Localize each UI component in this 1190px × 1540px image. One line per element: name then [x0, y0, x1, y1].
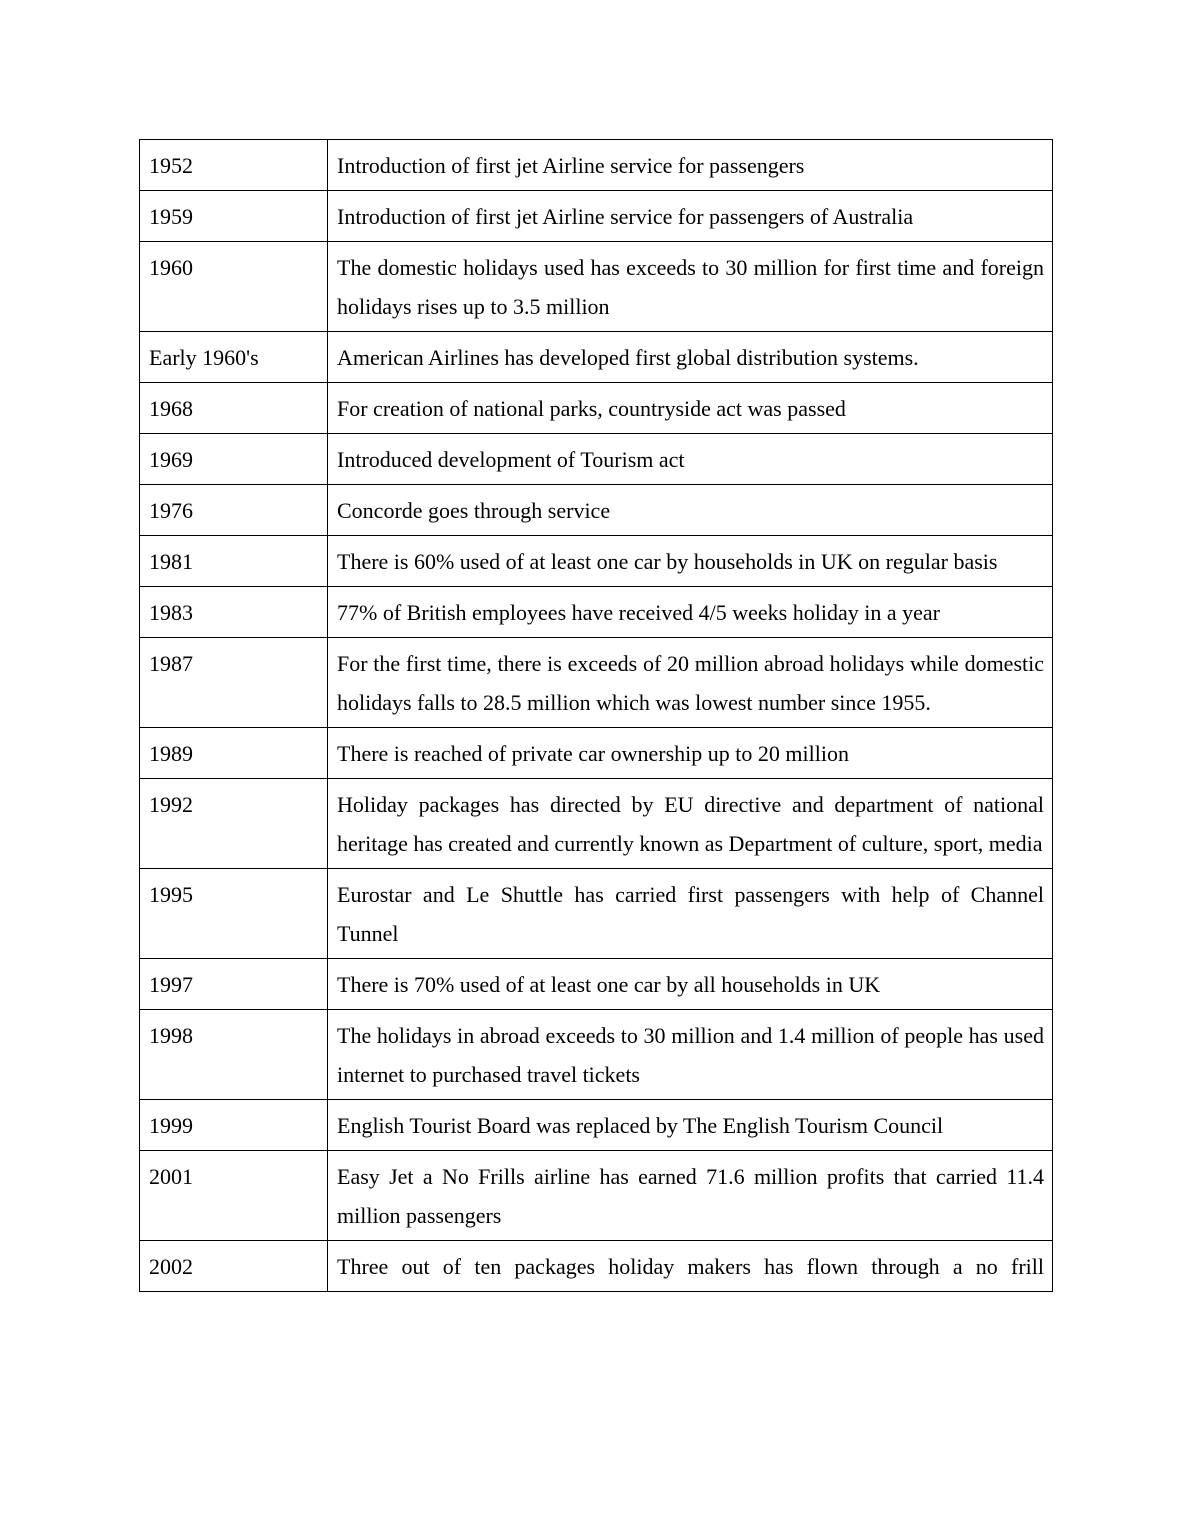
- timeline-table: 1952 Introduction of first jet Airline s…: [139, 139, 1053, 1292]
- year-cell: 2002: [139, 1240, 328, 1292]
- table-row: Early 1960's American Airlines has devel…: [139, 331, 1053, 383]
- description-cell: American Airlines has developed first gl…: [327, 331, 1053, 383]
- description-cell: Introduced development of Tourism act: [327, 433, 1053, 485]
- description-cell: Introduction of first jet Airline servic…: [327, 190, 1053, 242]
- year-cell: 2001: [139, 1150, 328, 1241]
- table-row: 1952 Introduction of first jet Airline s…: [139, 139, 1053, 191]
- description-cell: The holidays in abroad exceeds to 30 mil…: [327, 1009, 1053, 1100]
- year-cell: Early 1960's: [139, 331, 328, 383]
- description-cell: There is reached of private car ownershi…: [327, 727, 1053, 779]
- description-cell: Concorde goes through service: [327, 484, 1053, 536]
- description-cell: Introduction of first jet Airline servic…: [327, 139, 1053, 191]
- description-cell: There is 60% used of at least one car by…: [327, 535, 1053, 587]
- table-row: 1983 77% of British employees have recei…: [139, 586, 1053, 638]
- year-cell: 1952: [139, 139, 328, 191]
- table-row: 1997 There is 70% used of at least one c…: [139, 958, 1053, 1010]
- table-row: 1960 The domestic holidays used has exce…: [139, 241, 1053, 332]
- year-cell: 1999: [139, 1099, 328, 1151]
- description-cell: For the first time, there is exceeds of …: [327, 637, 1053, 728]
- year-cell: 1987: [139, 637, 328, 728]
- year-cell: 1995: [139, 868, 328, 959]
- table-row: 1989 There is reached of private car own…: [139, 727, 1053, 779]
- year-cell: 1992: [139, 778, 328, 869]
- year-cell: 1983: [139, 586, 328, 638]
- description-cell: 77% of British employees have received 4…: [327, 586, 1053, 638]
- description-cell: For creation of national parks, countrys…: [327, 382, 1053, 434]
- year-cell: 1998: [139, 1009, 328, 1100]
- year-cell: 1968: [139, 382, 328, 434]
- year-cell: 1969: [139, 433, 328, 485]
- table-row: 1976 Concorde goes through service: [139, 484, 1053, 536]
- table-row: 2001 Easy Jet a No Frills airline has ea…: [139, 1150, 1053, 1241]
- year-cell: 1959: [139, 190, 328, 242]
- table-row: 1987 For the first time, there is exceed…: [139, 637, 1053, 728]
- year-cell: 1976: [139, 484, 328, 536]
- description-cell: Three out of ten packages holiday makers…: [327, 1240, 1053, 1292]
- description-cell: Easy Jet a No Frills airline has earned …: [327, 1150, 1053, 1241]
- table-row: 1998 The holidays in abroad exceeds to 3…: [139, 1009, 1053, 1100]
- table-row: 1992 Holiday packages has directed by EU…: [139, 778, 1053, 869]
- table-row: 1995 Eurostar and Le Shuttle has carried…: [139, 868, 1053, 959]
- year-cell: 1981: [139, 535, 328, 587]
- timeline-table-body: 1952 Introduction of first jet Airline s…: [139, 139, 1053, 1292]
- description-cell: Holiday packages has directed by EU dire…: [327, 778, 1053, 869]
- year-cell: 1989: [139, 727, 328, 779]
- table-row: 1968 For creation of national parks, cou…: [139, 382, 1053, 434]
- description-cell: English Tourist Board was replaced by Th…: [327, 1099, 1053, 1151]
- description-cell: The domestic holidays used has exceeds t…: [327, 241, 1053, 332]
- table-row: 1999 English Tourist Board was replaced …: [139, 1099, 1053, 1151]
- table-row: 1969 Introduced development of Tourism a…: [139, 433, 1053, 485]
- table-row: 2002 Three out of ten packages holiday m…: [139, 1240, 1053, 1292]
- description-cell: Eurostar and Le Shuttle has carried firs…: [327, 868, 1053, 959]
- year-cell: 1960: [139, 241, 328, 332]
- description-cell: There is 70% used of at least one car by…: [327, 958, 1053, 1010]
- year-cell: 1997: [139, 958, 328, 1010]
- table-row: 1959 Introduction of first jet Airline s…: [139, 190, 1053, 242]
- table-row: 1981 There is 60% used of at least one c…: [139, 535, 1053, 587]
